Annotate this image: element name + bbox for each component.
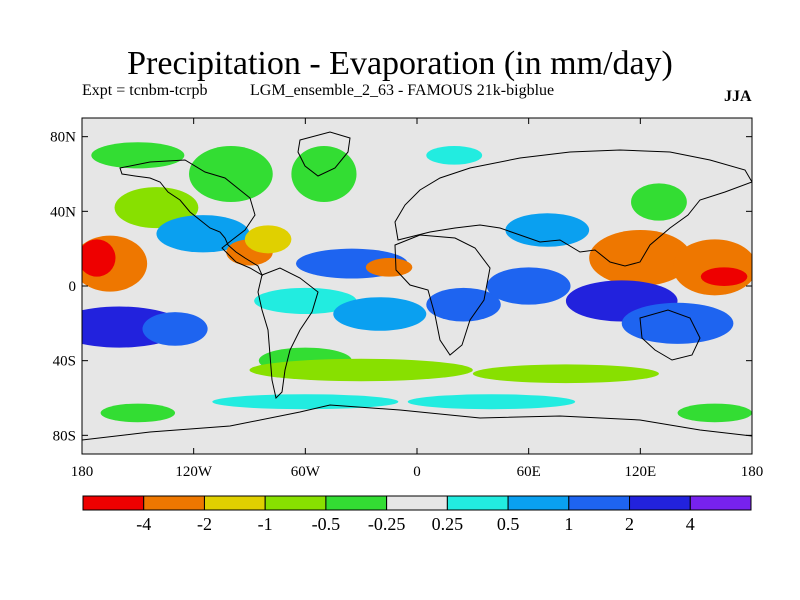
x-tick-label: 180 [71,464,94,480]
field-patch-16 [505,213,590,247]
season-label: JJA [724,88,752,105]
colorbar-swatch-10 [689,495,752,511]
colorbar-label: -0.5 [312,514,341,534]
field-patch-29 [677,403,752,423]
field-layer [82,142,752,423]
field-patch-31 [426,146,483,165]
field-patch-12 [254,287,357,314]
colorbar-label: -0.25 [368,514,406,534]
colorbar-swatch-2 [203,495,266,511]
colorbar-label: 0.5 [497,514,520,534]
colorbar-label: -2 [197,514,212,534]
field-patch-26 [212,394,399,410]
axes: 180 120W 60W 0 60E 120E 180 80N 40N 0 40S 80S [50,118,763,480]
field-patch-28 [100,403,176,423]
colorbar-swatch-8 [568,495,631,511]
colorbar-swatch-3 [264,495,327,511]
x-tick-label: 180 [741,464,764,480]
field-patch-15 [486,267,571,305]
colorbar-swatch-6 [446,495,509,511]
colorbar-swatch-5 [386,495,448,511]
colorbar-label: 4 [686,514,695,534]
y-tick-label: 0 [69,279,77,295]
x-tick-label: 60W [291,464,321,480]
colorbar-label: -1 [258,514,273,534]
experiment-label: Expt = tcnbm-tcrpb [82,82,208,99]
field-patch-14 [426,287,501,322]
y-tick-label: 80S [53,428,76,444]
y-tick-label: 40N [50,204,76,220]
field-patch-8 [189,146,273,202]
field-patch-4 [114,187,199,229]
y-tick-label: 40S [53,354,76,370]
colorbar-swatch-4 [325,495,388,511]
field-patch-19 [700,267,748,286]
y-tick-label: 80N [50,130,76,146]
field-patch-18 [672,239,752,296]
colorbar-label: -4 [136,514,151,534]
colorbar-swatch-9 [629,495,691,511]
field-patch-9 [291,146,357,202]
ensemble-label: LGM_ensemble_2_63 - FAMOUS 21k-bigblue [250,82,555,99]
x-tick-label: 120E [624,464,656,480]
field-patch-24 [249,358,473,382]
field-patch-21 [621,302,734,344]
field-patch-5 [156,215,250,253]
x-tick-label: 60E [517,464,541,480]
field-patch-27 [407,394,576,410]
coastlines [82,131,752,441]
x-tick-label: 120W [175,464,213,480]
field-patch-25 [472,364,659,384]
colorbar: -4 -2 -1 -0.5 -0.25 0.25 0.5 1 2 4 [82,495,752,534]
colorbar-swatch-1 [143,495,205,511]
field-patch-11 [365,258,413,277]
field-patch-7 [244,225,292,254]
field-patch-3 [142,312,208,346]
chart-title: Precipitation - Evaporation (in mm/day) [127,45,673,82]
colorbar-swatch-0 [82,495,145,511]
field-patch-22 [631,183,687,221]
field-patch-1 [82,239,116,277]
colorbar-swatch-7 [507,495,570,511]
x-tick-label: 0 [413,464,421,480]
colorbar-label: 0.25 [432,514,464,534]
field-patch-17 [589,230,692,286]
field-patch-13 [333,297,427,331]
colorbar-label: 2 [625,514,634,534]
colorbar-label: 1 [564,514,573,534]
